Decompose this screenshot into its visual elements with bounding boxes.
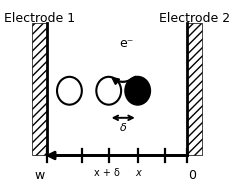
Text: Electrode 2: Electrode 2 <box>159 12 230 25</box>
Text: 0: 0 <box>189 169 197 182</box>
Bar <box>187 23 202 156</box>
Text: Electrode 1: Electrode 1 <box>4 12 75 25</box>
Text: w: w <box>34 169 44 182</box>
Bar <box>32 23 47 156</box>
Text: x + δ: x + δ <box>94 168 120 178</box>
Text: x: x <box>135 168 141 178</box>
Ellipse shape <box>96 77 121 105</box>
Ellipse shape <box>57 77 82 105</box>
FancyArrowPatch shape <box>113 77 135 84</box>
Ellipse shape <box>125 77 150 105</box>
Text: δ: δ <box>120 123 127 133</box>
Text: e⁻: e⁻ <box>119 36 133 50</box>
